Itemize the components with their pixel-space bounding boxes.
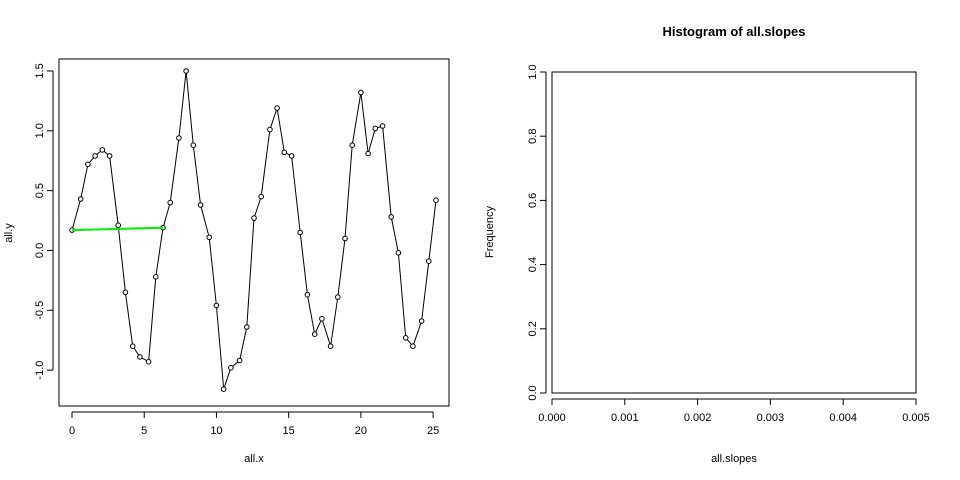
histogram-y-axis: 0.0 0.2 0.4 0.6 0.8 1.0 <box>527 64 547 401</box>
histogram-x-tick-label: 0.001 <box>611 412 639 424</box>
line-plot-y-tick-label: 1.0 <box>34 123 46 138</box>
data-point <box>349 142 356 148</box>
data-point <box>281 149 288 156</box>
histogram-x-tick-label: 0.000 <box>538 412 566 424</box>
line-plot-y-tick-label: -0.5 <box>34 301 46 320</box>
line-plot-y-tick-label: 1.5 <box>34 63 46 78</box>
data-point <box>106 153 113 159</box>
histogram-x-tick-label: 0.002 <box>684 412 712 424</box>
data-point <box>77 196 84 202</box>
data-point <box>402 335 409 341</box>
line-plot-y-label: all.y <box>3 223 15 243</box>
line-plot-series <box>71 70 437 390</box>
data-point <box>319 315 325 322</box>
data-point <box>426 258 432 265</box>
data-point <box>395 250 402 256</box>
data-point <box>220 386 227 393</box>
line-plot-y-tick-label: 0.0 <box>34 243 46 258</box>
line-plot-frame <box>58 58 450 407</box>
line-plot-x-tick-label: 20 <box>355 425 367 437</box>
data-point <box>297 229 304 236</box>
histogram-y-tick-label: 1.0 <box>527 64 539 79</box>
data-point <box>311 331 318 338</box>
histogram-y-tick-label: 0.6 <box>527 193 539 208</box>
data-point <box>129 343 136 350</box>
histogram-x-tick-label: 0.004 <box>829 412 857 424</box>
data-point <box>145 358 152 365</box>
histogram-x-tick-label: 0.003 <box>757 412 785 424</box>
line-plot-x-axis: 0 5 10 15 20 25 <box>69 411 439 437</box>
data-point <box>236 357 243 364</box>
data-point <box>153 274 159 280</box>
data-point <box>267 126 273 133</box>
data-point <box>85 161 91 168</box>
data-point <box>176 135 182 141</box>
data-point <box>418 318 425 324</box>
histogram-y-label: Frequency <box>484 206 496 258</box>
line-plot-y-axis: -1.0 -0.5 0.0 0.5 1.0 1.5 <box>34 63 54 380</box>
data-point <box>183 68 189 74</box>
line-plot-y-tick-label: 0.5 <box>34 183 46 198</box>
line-plot-x-label: all.x <box>244 453 264 465</box>
data-point <box>244 324 250 330</box>
data-point <box>433 197 439 203</box>
data-point <box>213 302 220 309</box>
data-point <box>358 89 364 96</box>
data-point <box>197 202 204 208</box>
line-plot-x-tick-label: 15 <box>283 425 295 437</box>
histogram-x-axis: 0.000 0.001 0.002 0.003 0.004 0.005 <box>538 398 930 424</box>
data-point <box>190 142 197 148</box>
data-point <box>122 289 129 296</box>
data-point <box>410 343 416 350</box>
data-point <box>206 234 212 241</box>
series-line-black <box>71 70 437 390</box>
data-point <box>167 199 173 206</box>
data-point <box>365 150 371 157</box>
data-point <box>99 147 106 153</box>
data-point <box>327 343 334 350</box>
histogram-panel: Histogram of all.slopes 0.000 0.001 0.002 0… <box>484 24 930 465</box>
histogram-x-label: all.slopes <box>711 453 757 465</box>
data-point <box>228 364 234 371</box>
line-plot-x-tick-label: 25 <box>427 425 439 437</box>
data-point <box>137 354 143 360</box>
line-plot-x-tick-label: 10 <box>210 425 222 437</box>
line-plot-x-tick-label: 0 <box>69 425 75 437</box>
histogram-y-tick-label: 0.8 <box>527 129 539 144</box>
data-point <box>304 291 311 298</box>
data-point <box>92 153 98 159</box>
data-point <box>258 193 265 200</box>
series-line-green <box>71 226 164 232</box>
data-point <box>388 214 395 220</box>
line-plot-panel: 0 5 10 15 20 25 -1.0 -0.5 0.0 0.5 1.0 1.5 all.x al… <box>3 58 450 465</box>
data-point <box>288 153 295 159</box>
data-point <box>251 215 257 221</box>
data-point <box>274 105 280 111</box>
histogram-x-tick-label: 0.005 <box>902 412 930 424</box>
data-point <box>342 235 348 242</box>
histogram-y-tick-label: 0.0 <box>527 385 539 400</box>
histogram-frame <box>551 71 917 394</box>
histogram-y-tick-label: 0.4 <box>527 257 539 272</box>
line-plot-y-tick-label: -1.0 <box>34 361 46 380</box>
data-point <box>379 123 386 129</box>
line-plot-x-tick-label: 5 <box>141 425 147 437</box>
data-point <box>335 294 341 300</box>
data-point <box>372 125 379 132</box>
histogram-title: Histogram of all.slopes <box>662 24 805 39</box>
data-point <box>115 222 121 229</box>
histogram-y-tick-label: 0.2 <box>527 321 539 336</box>
line-plot-points <box>69 68 439 393</box>
